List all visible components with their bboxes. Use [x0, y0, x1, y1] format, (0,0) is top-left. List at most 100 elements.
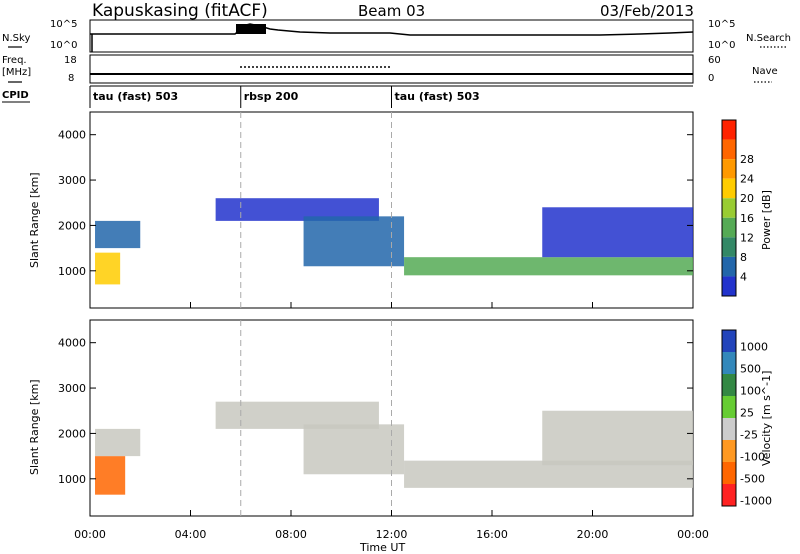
- scatter-region-4: [404, 460, 693, 488]
- freq-tick-high: 18: [64, 55, 77, 66]
- colorbar-swatch: [722, 139, 736, 160]
- power-colorbar-label: Power [dB]: [760, 190, 773, 250]
- colorbar-swatch: [722, 462, 736, 484]
- colorbar-swatch: [722, 276, 736, 296]
- power-ylabel: Slant Range [km]: [28, 172, 41, 268]
- noise-burst: [236, 24, 266, 34]
- colorbar-swatch: [722, 120, 736, 140]
- velocity-regions: [95, 401, 693, 495]
- colorbar-swatch: [722, 396, 736, 418]
- noise-left-tick-low: 10^0: [50, 40, 77, 51]
- colorbar-tick-label: 24: [740, 173, 754, 186]
- noise-right-tick-low: 10^0: [708, 40, 735, 51]
- x-tick-label: 00:00: [74, 528, 106, 541]
- colorbar-tick-label: -100: [740, 451, 765, 464]
- freq-unit: [MHz]: [2, 67, 31, 78]
- beam-title: Beam 03: [358, 2, 425, 20]
- power-panel: 1000 2000 3000 4000 Slant Range [km]: [28, 111, 694, 309]
- power-dashed-lines: [240, 112, 392, 308]
- colorbar-swatch: [722, 178, 736, 199]
- freq-label: Freq.: [2, 55, 27, 66]
- x-axis-ticks: 00:00 04:00 08:00 12:00 16:00 20:00 00:00: [74, 302, 709, 541]
- x-axis-label: Time UT: [359, 541, 405, 554]
- power-regions: [95, 198, 693, 285]
- y-tick-label: 4000: [58, 129, 86, 142]
- colorbar-tick-label: -25: [740, 429, 758, 442]
- x-tick-label: 00:00: [677, 528, 709, 541]
- scatter-region-2: [215, 198, 379, 221]
- noise-trace: [90, 23, 694, 36]
- noise-right-label: N.Search: [746, 33, 791, 44]
- nave-tick-low: 0: [708, 73, 714, 84]
- y-tick-label: 2000: [58, 427, 86, 440]
- colorbar-swatch: [722, 198, 736, 218]
- colorbar-swatch: [722, 237, 736, 257]
- colorbar-tick-label: 16: [740, 212, 754, 225]
- colorbar-tick-label: 500: [740, 363, 761, 376]
- colorbar-tick-label: 1000: [740, 341, 768, 354]
- freq-tick-low: 8: [68, 73, 74, 84]
- power-colorbar: 4 8 12 16 20 24 28: [721, 119, 754, 297]
- x-tick-label: 20:00: [577, 528, 609, 541]
- scatter-region-1: [95, 428, 141, 457]
- colorbar-tick-label: 25: [740, 407, 754, 420]
- colorbar-tick-label: 8: [740, 251, 747, 264]
- y-tick-label: 3000: [58, 382, 86, 395]
- colorbar-swatch: [722, 440, 736, 462]
- velocity-panel: 1000 2000 3000 4000 Slant Range [km]: [28, 319, 694, 517]
- y-tick-label: 1000: [58, 473, 86, 486]
- nave-tick-high: 60: [708, 55, 721, 66]
- cpid-segment-2: tau (fast) 503: [395, 90, 480, 103]
- scatter-region-3: [303, 216, 405, 267]
- colorbar-swatch: [722, 330, 736, 352]
- colorbar-tick-label: 12: [740, 231, 754, 244]
- scatter-region-5: [542, 207, 693, 258]
- velocity-ylabel: Slant Range [km]: [28, 379, 41, 475]
- noise-panel-frame: [89, 19, 694, 53]
- power-y-ticks: 1000 2000 3000 4000: [58, 129, 693, 278]
- scatter-region-4: [404, 257, 693, 276]
- colorbar-tick-label: 4: [740, 270, 747, 283]
- colorbar-frame: [721, 329, 737, 507]
- noise-left-tick-high: 10^5: [50, 19, 77, 30]
- x-tick-label: 16:00: [476, 528, 508, 541]
- scatter-region-3: [303, 424, 405, 475]
- colorbar-tick-label: 100: [740, 385, 761, 398]
- cpid-segment-1: rbsp 200: [244, 90, 299, 103]
- scatter-region-0: [95, 456, 126, 495]
- colorbar-tick-label: -500: [740, 473, 765, 486]
- colorbar-swatch: [722, 418, 736, 440]
- velocity-dashed-lines: [240, 320, 392, 516]
- colorbar-swatch: [722, 352, 736, 374]
- date-title: 03/Feb/2013: [600, 2, 694, 20]
- x-tick-label: 12:00: [376, 528, 408, 541]
- colorbar-swatch: [722, 484, 736, 506]
- scatter-region-5: [542, 410, 693, 466]
- y-tick-label: 2000: [58, 219, 86, 232]
- colorbar-swatch: [722, 159, 736, 179]
- velocity-colorbar-label: Velocity [m s^-1]: [760, 371, 773, 466]
- colorbar-tick-label: 28: [740, 153, 754, 166]
- scatter-region-1: [95, 220, 141, 249]
- noise-left-label: N.Sky: [2, 33, 30, 44]
- colorbar-frame: [721, 119, 737, 297]
- station-title: Kapuskasing (fitACF): [92, 1, 268, 21]
- nave-label: Nave: [752, 66, 778, 77]
- y-tick-label: 3000: [58, 174, 86, 187]
- y-tick-label: 1000: [58, 265, 86, 278]
- colorbar-swatch: [722, 256, 736, 277]
- colorbar-tick-label: 20: [740, 192, 754, 205]
- colorbar-swatch: [722, 217, 736, 238]
- freq-panel-frame: [89, 54, 694, 84]
- y-tick-label: 4000: [58, 337, 86, 350]
- scatter-region-0: [95, 252, 121, 285]
- velocity-colorbar: 1000 500 100 25 -25 -100 -500 -1000: [721, 329, 772, 508]
- velocity-y-ticks: 1000 2000 3000 4000: [58, 337, 693, 486]
- x-tick-label: 08:00: [275, 528, 307, 541]
- cpid-segments: tau (fast) 503 rbsp 200 tau (fast) 503: [89, 86, 480, 108]
- cpid-label: CPID: [2, 90, 29, 101]
- x-tick-label: 04:00: [175, 528, 207, 541]
- colorbar-tick-label: -1000: [740, 495, 772, 508]
- noise-right-tick-high: 10^5: [708, 19, 735, 30]
